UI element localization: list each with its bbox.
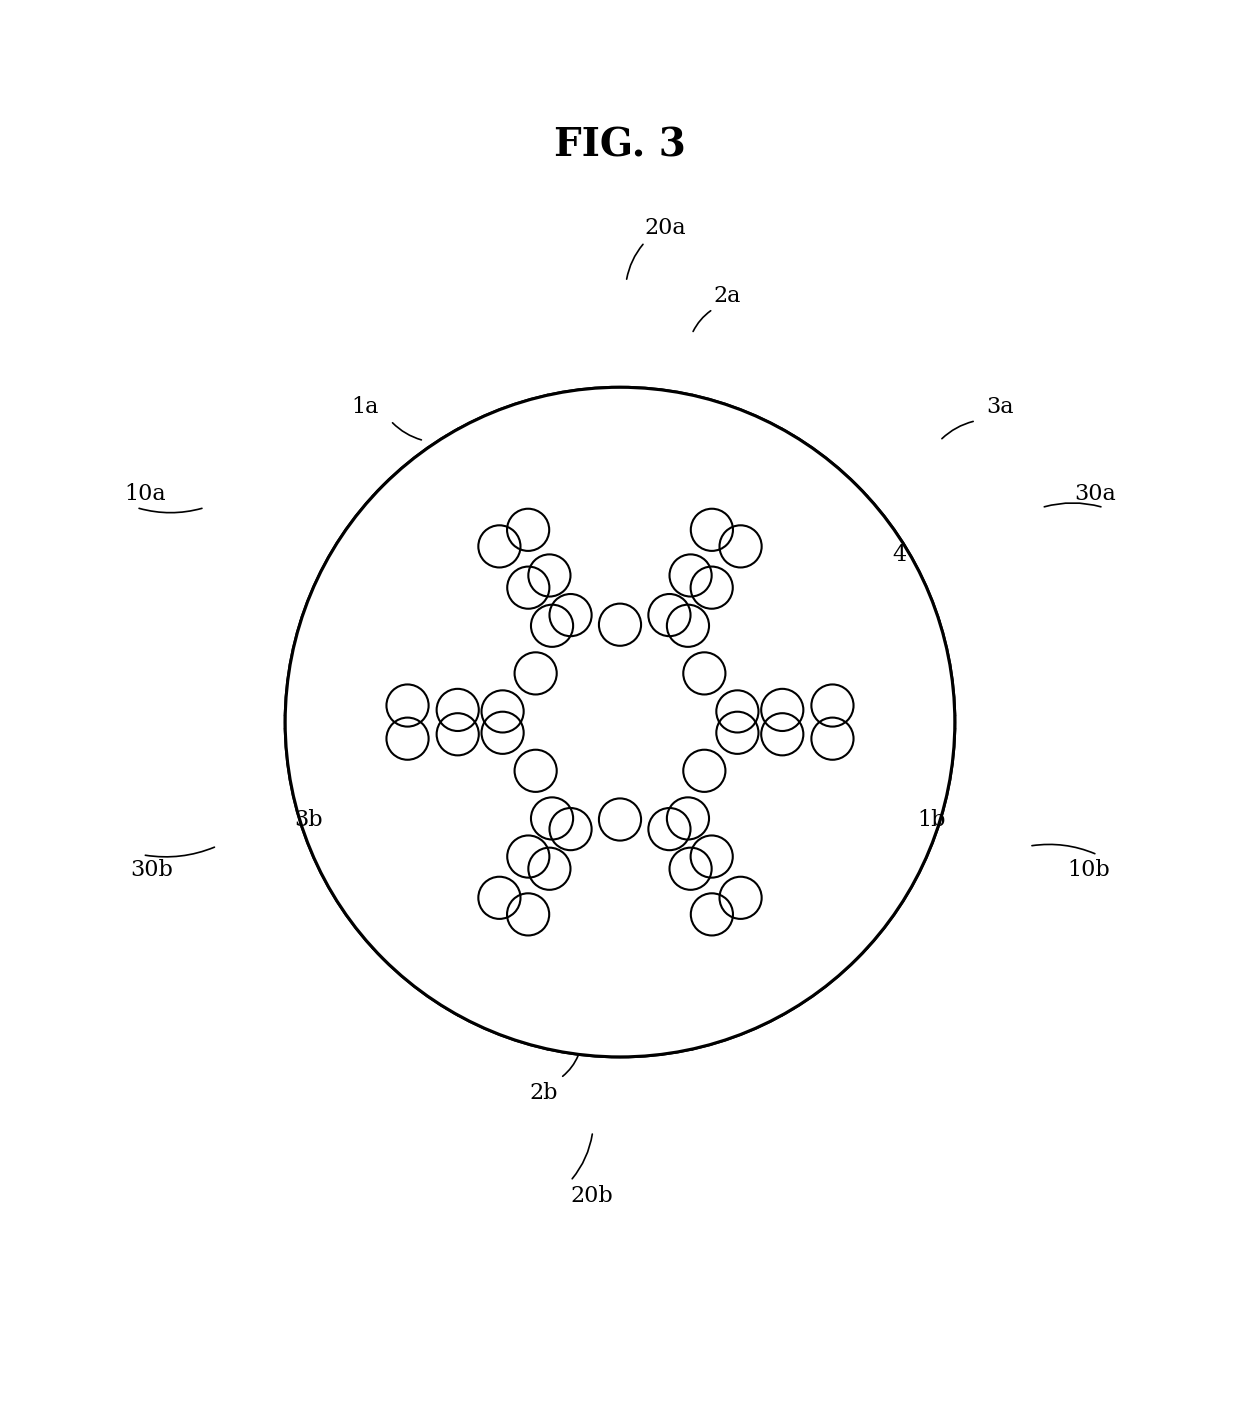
Polygon shape bbox=[392, 526, 955, 1009]
Text: 30b: 30b bbox=[130, 858, 174, 881]
Polygon shape bbox=[285, 436, 848, 917]
Text: 4: 4 bbox=[893, 543, 906, 566]
Polygon shape bbox=[459, 505, 781, 1050]
Text: 2b: 2b bbox=[529, 1082, 558, 1103]
Text: 3b: 3b bbox=[294, 809, 322, 832]
Text: 20b: 20b bbox=[570, 1185, 613, 1207]
Text: 3a: 3a bbox=[986, 397, 1013, 418]
Text: 1b: 1b bbox=[918, 809, 946, 832]
Text: 10b: 10b bbox=[1068, 858, 1110, 881]
Text: FIG. 3: FIG. 3 bbox=[554, 127, 686, 165]
Circle shape bbox=[285, 387, 955, 1057]
Polygon shape bbox=[285, 526, 848, 1009]
Text: 30a: 30a bbox=[1074, 483, 1116, 505]
Polygon shape bbox=[459, 395, 781, 938]
Polygon shape bbox=[392, 436, 955, 917]
Text: 20a: 20a bbox=[645, 217, 687, 239]
Text: 10a: 10a bbox=[124, 483, 166, 505]
Circle shape bbox=[285, 387, 955, 1057]
Text: 2a: 2a bbox=[713, 284, 740, 307]
Text: 1a: 1a bbox=[351, 397, 378, 418]
